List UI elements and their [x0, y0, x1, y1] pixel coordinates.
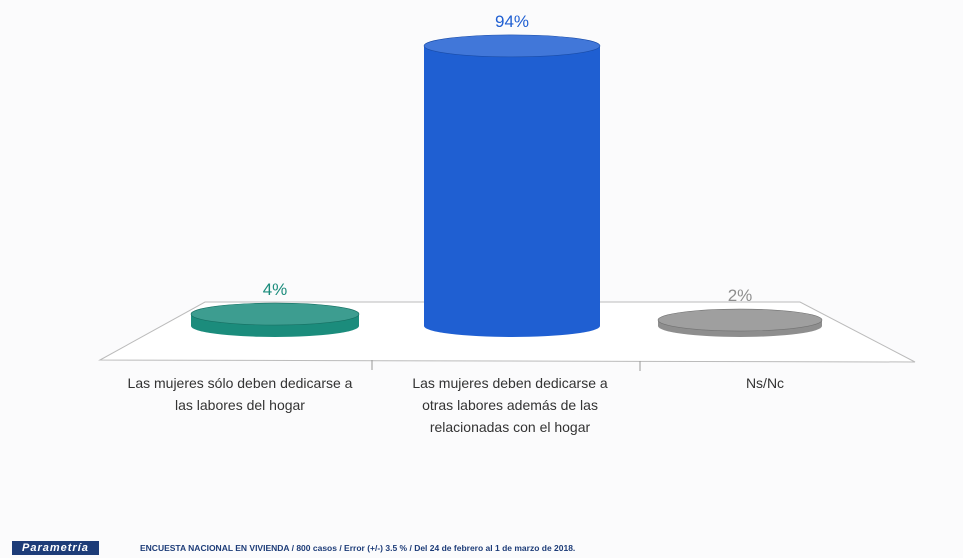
bar-top: [190, 302, 360, 326]
category-label: Las mujeres deben dedicarse a otras labo…: [412, 375, 608, 435]
value-label: 4%: [263, 280, 288, 299]
category-label: Las mujeres sólo deben dedicarse a las l…: [127, 375, 353, 413]
bar-top: [657, 308, 823, 332]
category-label: Ns/Nc: [745, 375, 785, 391]
value-label: 2%: [728, 286, 753, 305]
bar-top: [423, 34, 601, 58]
logo: Parametría: [12, 541, 99, 555]
bar: [424, 45, 600, 337]
cylinder: [657, 308, 823, 337]
cylinder: [423, 34, 601, 337]
value-label: 94%: [495, 12, 529, 31]
footer: Parametría ENCUESTA NACIONAL EN VIVIENDA…: [0, 537, 963, 558]
source-note: ENCUESTA NACIONAL EN VIVIENDA / 800 caso…: [140, 543, 576, 553]
chart: 4% 94% 2%: [98, 12, 916, 371]
cylinder: [190, 302, 360, 337]
